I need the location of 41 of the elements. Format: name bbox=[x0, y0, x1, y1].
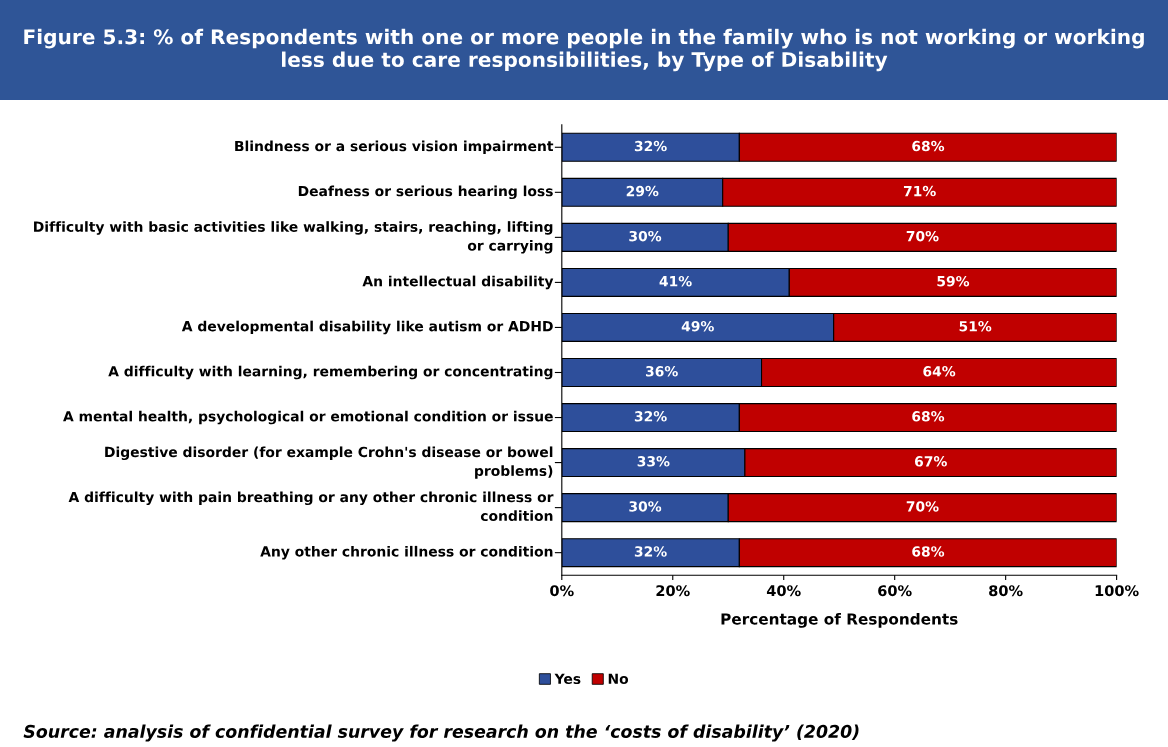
data-label: 68% bbox=[912, 546, 945, 557]
chart-title: Figure 5.3: % of Respondents with one or more people in the family who is not working or working less due to care responsibilities, by Type of Disability bbox=[24, 28, 1144, 72]
y-tick-label: Blindness or a serious vision impairment bbox=[235, 140, 554, 154]
data-label: 29% bbox=[626, 185, 659, 197]
data-label: 68% bbox=[912, 140, 945, 152]
x-tick-label: 60% bbox=[878, 585, 912, 597]
data-label: 36% bbox=[645, 366, 678, 377]
y-tick-label: An intellectual disability bbox=[362, 275, 554, 290]
y-tick-label: Digestive disorder (for example Crohn's disease or bowel problems) bbox=[105, 446, 553, 479]
data-label: 64% bbox=[923, 366, 956, 377]
data-label: 32% bbox=[634, 546, 667, 557]
data-label: 33% bbox=[637, 456, 670, 467]
data-label: 30% bbox=[629, 230, 662, 242]
data-label: 70% bbox=[906, 501, 939, 512]
y-tick-label: A developmental disability like autism or ADHD bbox=[181, 320, 553, 335]
x-tick-label: 100% bbox=[1095, 585, 1139, 597]
data-label: 68% bbox=[912, 411, 945, 422]
data-label: 67% bbox=[914, 456, 947, 467]
x-tick-label: 0% bbox=[550, 585, 574, 597]
data-label: 51% bbox=[959, 320, 992, 332]
y-tick-label: A mental health, psychological or emotional condition or issue bbox=[63, 410, 553, 425]
x-tick-label: 40% bbox=[766, 585, 801, 597]
y-tick-label: Difficulty with basic activities like walking, stairs, reaching, lifting or carrying bbox=[34, 221, 553, 254]
data-label: 41% bbox=[659, 275, 692, 287]
legend-label: Yes bbox=[554, 673, 581, 685]
y-tick-label: A difficulty with learning, remembering or concentrating bbox=[108, 365, 553, 380]
data-label: 71% bbox=[903, 185, 936, 197]
data-label: 32% bbox=[634, 411, 667, 422]
data-label: 49% bbox=[681, 320, 714, 332]
y-tick-label: Deafness or serious hearing loss bbox=[298, 185, 553, 200]
data-label: 30% bbox=[629, 501, 662, 512]
x-tick-label: 80% bbox=[989, 585, 1023, 597]
source-note: Source: analysis of confidential survey for research on the ‘costs of disability’ (2020) bbox=[23, 724, 859, 742]
y-tick-label: Any other chronic illness or condition bbox=[260, 545, 553, 560]
legend-label: No bbox=[608, 673, 629, 685]
data-label: 59% bbox=[937, 275, 970, 287]
x-tick-label: 20% bbox=[656, 585, 690, 597]
data-label: 70% bbox=[906, 230, 939, 242]
data-label: 32% bbox=[634, 140, 667, 152]
y-tick-label: A difficulty with pain breathing or any other chronic illness or condition bbox=[68, 491, 554, 522]
x-axis-title: Percentage of Respondents bbox=[721, 612, 958, 628]
